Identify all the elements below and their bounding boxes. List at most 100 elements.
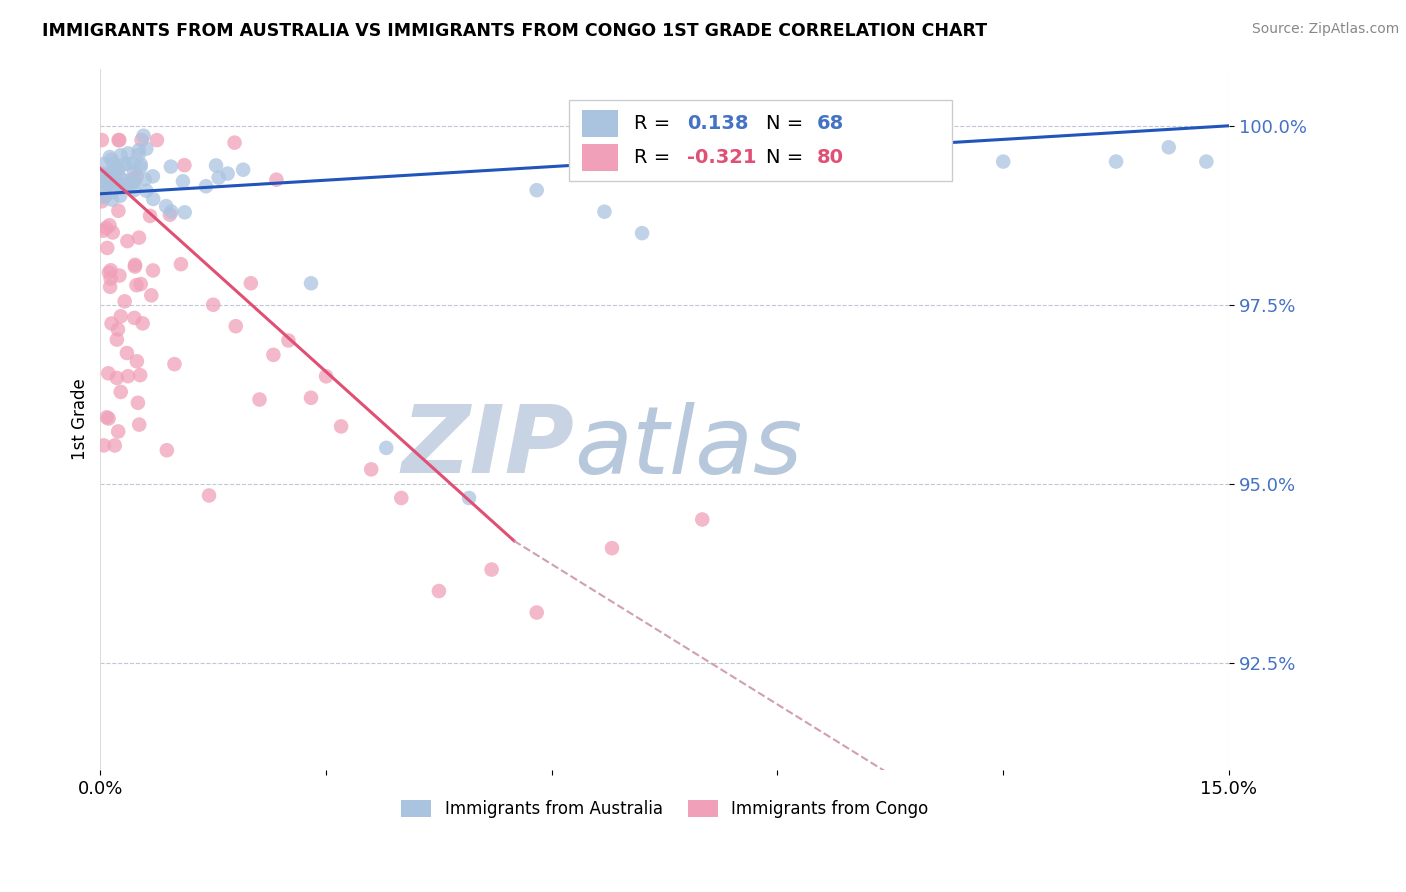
Point	[97, 177, 120, 191]
Bar	[582, 110, 619, 136]
Text: IMMIGRANTS FROM AUSTRALIA VS IMMIGRANTS FROM CONGO 1ST GRADE CORRELATION CHART: IMMIGRANTS FROM AUSTRALIA VS IMMIGRANTS …	[42, 22, 987, 40]
Point	[100, 185, 122, 199]
Text: N =: N =	[766, 148, 810, 167]
Point	[114, 294, 136, 309]
Point	[110, 148, 132, 162]
Point	[93, 172, 115, 186]
Point	[118, 177, 141, 191]
Point	[98, 280, 121, 294]
Point	[100, 263, 122, 277]
Point	[155, 199, 177, 213]
Point	[93, 174, 115, 188]
Point	[108, 189, 131, 203]
Text: R =: R =	[634, 148, 676, 167]
Point	[107, 203, 129, 218]
Point	[104, 165, 127, 179]
Point	[593, 204, 616, 219]
Point	[100, 153, 122, 167]
Point	[135, 184, 157, 198]
Point	[172, 174, 194, 188]
Point	[97, 266, 120, 280]
Point	[107, 133, 129, 147]
Point	[631, 226, 654, 240]
Point	[94, 189, 117, 203]
Point	[108, 171, 131, 186]
Point	[125, 354, 148, 368]
Point	[427, 584, 450, 599]
Point	[108, 268, 131, 283]
Point	[266, 172, 288, 186]
FancyBboxPatch shape	[568, 100, 952, 181]
Point	[993, 154, 1015, 169]
Point	[97, 168, 120, 182]
Point	[526, 183, 548, 197]
Point	[134, 172, 156, 186]
Bar	[582, 145, 619, 171]
Point	[135, 142, 157, 156]
Point	[100, 317, 122, 331]
Point	[160, 204, 183, 219]
Point	[96, 241, 118, 255]
Point	[107, 425, 129, 439]
Point	[360, 462, 382, 476]
Point	[129, 277, 152, 291]
Point	[98, 166, 121, 180]
Point	[110, 384, 132, 399]
Point	[299, 391, 322, 405]
Point	[90, 133, 112, 147]
Point	[128, 417, 150, 432]
Point	[932, 147, 955, 161]
Point	[205, 158, 228, 172]
Point	[93, 172, 115, 186]
Point	[93, 176, 115, 190]
Point	[98, 150, 121, 164]
Point	[132, 128, 155, 143]
Point	[128, 230, 150, 244]
Point	[330, 419, 353, 434]
Point	[107, 322, 129, 336]
Point	[315, 369, 337, 384]
Point	[195, 179, 218, 194]
Point	[129, 160, 152, 174]
Text: 0.138: 0.138	[688, 114, 749, 133]
Text: ZIP: ZIP	[402, 401, 574, 493]
Point	[124, 175, 146, 189]
Legend: Immigrants from Australia, Immigrants from Congo: Immigrants from Australia, Immigrants fr…	[395, 793, 935, 825]
Point	[208, 170, 231, 185]
Point	[93, 190, 115, 204]
Point	[239, 277, 262, 291]
Point	[163, 357, 186, 371]
Point	[277, 334, 299, 348]
Point	[93, 169, 115, 183]
Point	[93, 173, 115, 187]
Point	[91, 224, 114, 238]
Point	[100, 177, 122, 191]
Point	[249, 392, 271, 407]
Point	[105, 333, 128, 347]
Point	[217, 167, 239, 181]
Point	[128, 148, 150, 162]
Text: N =: N =	[766, 114, 810, 133]
Point	[139, 209, 162, 223]
Point	[111, 178, 134, 192]
Point	[299, 277, 322, 291]
Point	[111, 172, 134, 186]
Point	[125, 278, 148, 293]
Text: -0.321: -0.321	[688, 148, 756, 167]
Point	[117, 369, 139, 384]
Point	[159, 208, 181, 222]
Text: 68: 68	[817, 114, 844, 133]
Point	[111, 181, 134, 195]
Point	[103, 156, 125, 170]
Point	[142, 169, 165, 184]
Point	[107, 162, 129, 177]
Point	[128, 143, 150, 157]
Point	[173, 205, 195, 219]
Point	[142, 263, 165, 277]
Point	[141, 288, 163, 302]
Text: 80: 80	[817, 148, 844, 167]
Point	[127, 396, 149, 410]
Point	[97, 177, 120, 191]
Point	[96, 410, 118, 425]
Point	[262, 348, 284, 362]
